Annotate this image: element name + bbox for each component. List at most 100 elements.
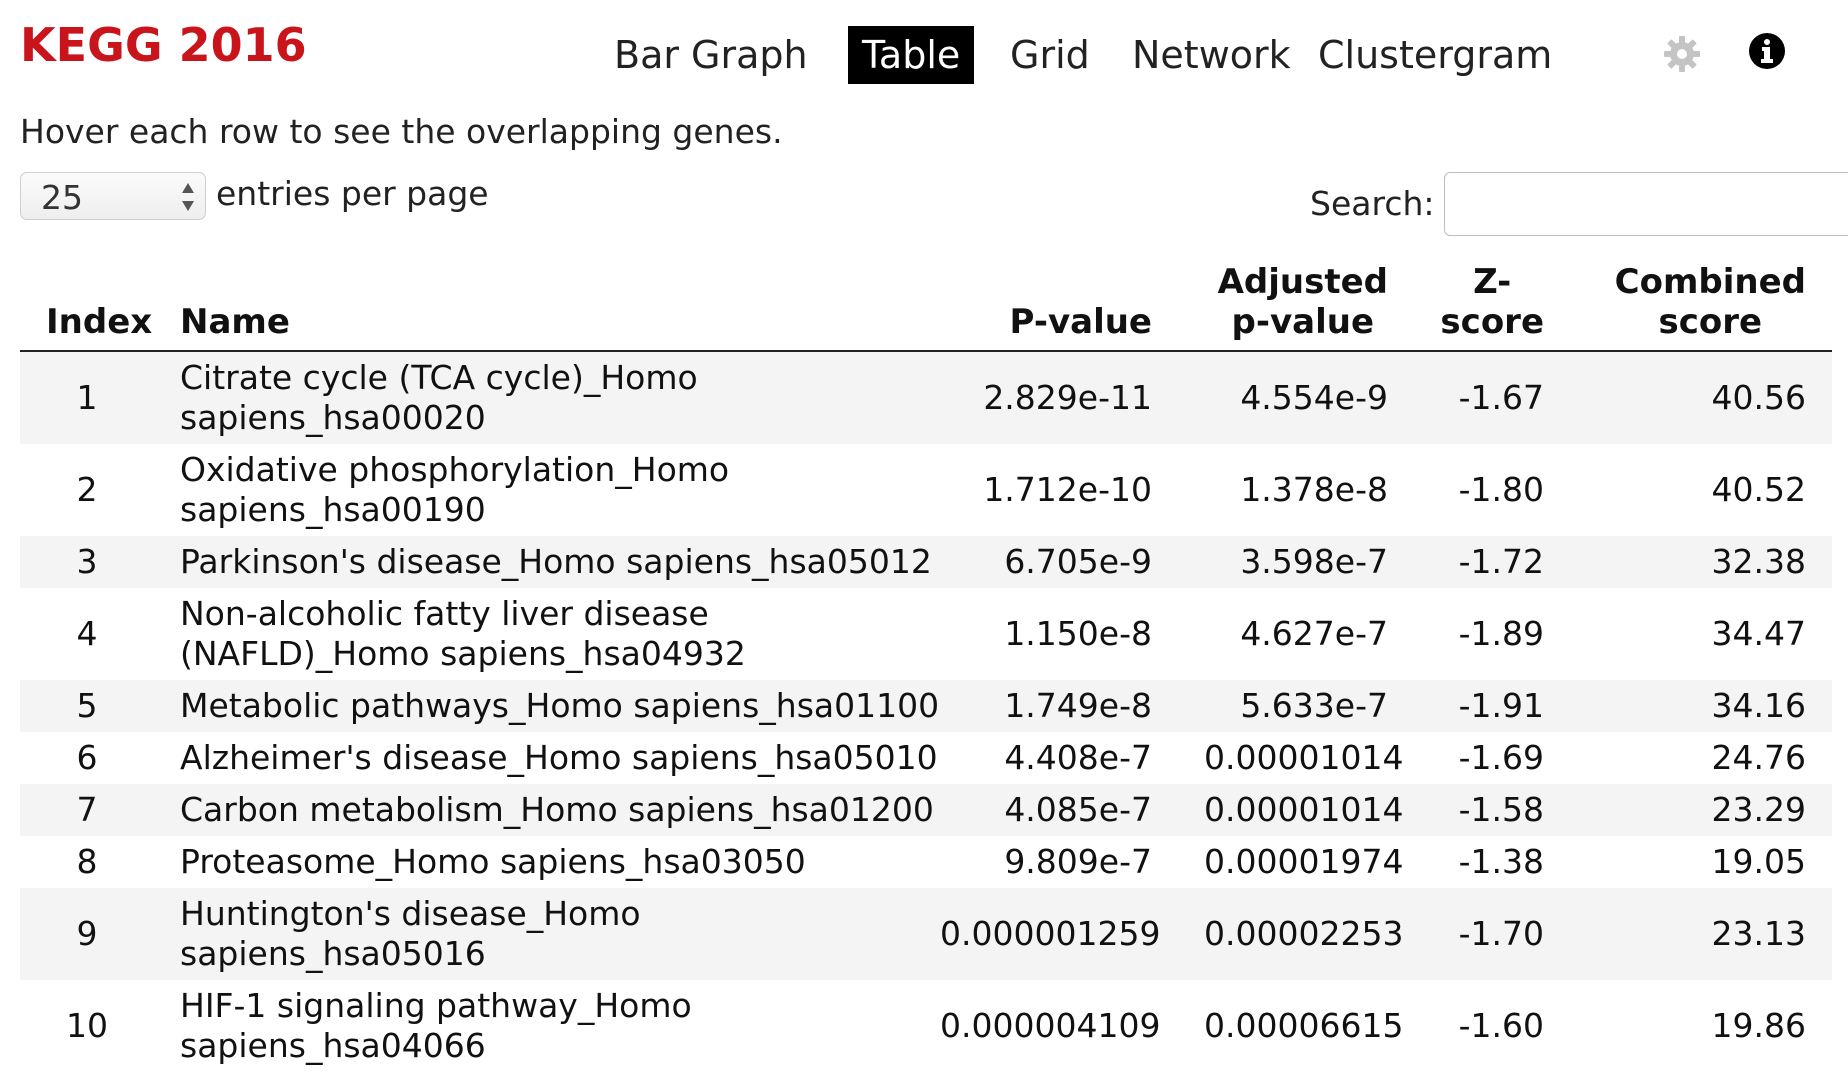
row-name: Metabolic pathways_Homo sapiens_hsa01100: [154, 680, 939, 732]
row-adjusted-pvalue: 0.00001014: [1178, 784, 1414, 836]
row-name: Oxidative phosphorylation_Homo sapiens_hs…: [154, 444, 914, 536]
row-name: Citrate cycle (TCA cycle)_Homo sapiens_hs…: [154, 351, 914, 444]
row-index: 2: [20, 444, 154, 536]
tab-clustergram[interactable]: Clustergram: [1318, 33, 1553, 77]
table-row[interactable]: 4 Non-alcoholic fatty liver disease (NAFL…: [20, 588, 1832, 680]
row-adjusted-pvalue: 0.00001974: [1178, 836, 1414, 888]
table-header-row: Index Name P-value Adjusted p-value Z-sco…: [20, 254, 1832, 352]
row-pvalue: 9.809e-7: [914, 836, 1178, 888]
select-arrows-icon: [182, 183, 194, 211]
table-row[interactable]: 7 Carbon metabolism_Homo sapiens_hsa0120…: [20, 784, 1832, 836]
row-name-line1: Oxidative phosphorylation_Homo: [180, 450, 730, 489]
row-name: Non-alcoholic fatty liver disease (NAFLD)…: [154, 588, 914, 680]
row-name: Carbon metabolism_Homo sapiens_hsa01200: [154, 784, 934, 836]
table-row[interactable]: 1 Citrate cycle (TCA cycle)_Homo sapiens_…: [20, 351, 1832, 444]
row-zscore: -1.38: [1414, 836, 1570, 888]
row-zscore: -1.91: [1414, 680, 1570, 732]
row-combined-score: 32.38: [1570, 536, 1832, 588]
row-pvalue: 1.150e-8: [914, 588, 1178, 680]
row-pvalue: 1.712e-10: [914, 444, 1178, 536]
row-pvalue: 2.829e-11: [914, 351, 1178, 444]
row-adjusted-pvalue: 0.00001014: [1178, 732, 1414, 784]
row-name-line2: sapiens_hsa04066: [180, 1026, 486, 1065]
row-zscore: -1.58: [1414, 784, 1570, 836]
entries-per-page-select[interactable]: 25: [20, 172, 206, 220]
zscore-header-line2: score: [1440, 302, 1544, 342]
row-combined-score: 34.16: [1570, 680, 1832, 732]
row-name: Parkinson's disease_Homo sapiens_hsa0501…: [154, 536, 932, 588]
tab-grid[interactable]: Grid: [1010, 33, 1090, 77]
row-name: Alzheimer's disease_Homo sapiens_hsa0501…: [154, 732, 938, 784]
row-name-line1: Citrate cycle (TCA cycle)_Homo: [180, 358, 698, 397]
table-row[interactable]: 5 Metabolic pathways_Homo sapiens_hsa011…: [20, 680, 1832, 732]
row-name: Huntington's disease_Homo sapiens_hsa0501…: [154, 888, 914, 980]
row-index: 4: [20, 588, 154, 680]
combined-header-line2: score: [1658, 302, 1763, 342]
tab-network[interactable]: Network: [1132, 33, 1291, 77]
table-row[interactable]: 6 Alzheimer's disease_Homo sapiens_hsa05…: [20, 732, 1832, 784]
row-name: HIF-1 signaling pathway_Homo sapiens_hsa0…: [154, 980, 914, 1072]
column-header-name[interactable]: Name: [154, 254, 914, 352]
column-header-combined-score[interactable]: Combined score: [1570, 254, 1832, 352]
column-header-pvalue[interactable]: P-value: [914, 254, 1178, 352]
row-combined-score: 40.52: [1570, 444, 1832, 536]
row-index: 8: [20, 836, 154, 888]
row-name: Proteasome_Homo sapiens_hsa03050: [154, 836, 914, 888]
row-name-line1: HIF-1 signaling pathway_Homo: [180, 986, 692, 1025]
gear-icon[interactable]: [1662, 34, 1702, 74]
row-combined-score: 24.76: [1570, 732, 1832, 784]
row-index: 10: [20, 980, 154, 1072]
row-combined-score: 23.13: [1570, 888, 1832, 980]
row-zscore: -1.69: [1414, 732, 1570, 784]
row-name-line1: Huntington's disease_Homo: [180, 894, 641, 933]
row-combined-score: 40.56: [1570, 351, 1832, 444]
row-index: 5: [20, 680, 154, 732]
row-index: 6: [20, 732, 154, 784]
column-header-zscore[interactable]: Z-score: [1414, 254, 1570, 352]
combined-header-line1: Combined: [1614, 262, 1806, 302]
row-adjusted-pvalue: 1.378e-8: [1178, 444, 1414, 536]
row-zscore: -1.89: [1414, 588, 1570, 680]
library-title: KEGG 2016: [20, 18, 307, 72]
row-pvalue: 1.749e-8: [914, 680, 1178, 732]
tab-bar-graph[interactable]: Bar Graph: [614, 33, 808, 77]
column-header-adjusted-pvalue[interactable]: Adjusted p-value: [1178, 254, 1414, 352]
row-adjusted-pvalue: 0.00006615: [1178, 980, 1414, 1072]
row-name-line2: sapiens_hsa05016: [180, 934, 486, 973]
row-name-line2: sapiens_hsa00190: [180, 490, 486, 529]
row-index: 1: [20, 351, 154, 444]
row-adjusted-pvalue: 4.627e-7: [1178, 588, 1414, 680]
entries-per-page-value: 25: [41, 178, 83, 217]
table-row[interactable]: 3 Parkinson's disease_Homo sapiens_hsa05…: [20, 536, 1832, 588]
row-adjusted-pvalue: 5.633e-7: [1178, 680, 1414, 732]
adjusted-header-line2: p-value: [1231, 302, 1375, 342]
row-combined-score: 34.47: [1570, 588, 1832, 680]
hover-instructions: Hover each row to see the overlapping ge…: [20, 112, 783, 151]
row-zscore: -1.80: [1414, 444, 1570, 536]
table-row[interactable]: 10 HIF-1 signaling pathway_Homo sapiens_h…: [20, 980, 1832, 1072]
row-pvalue: 4.408e-7: [914, 732, 1178, 784]
row-index: 3: [20, 536, 154, 588]
row-pvalue: 4.085e-7: [914, 784, 1178, 836]
search-label: Search:: [1310, 184, 1435, 223]
table-row[interactable]: 8 Proteasome_Homo sapiens_hsa03050 9.809…: [20, 836, 1832, 888]
row-combined-score: 23.29: [1570, 784, 1832, 836]
row-combined-score: 19.05: [1570, 836, 1832, 888]
row-name-line1: Non-alcoholic fatty liver disease: [180, 594, 709, 633]
row-name-line2: sapiens_hsa00020: [180, 398, 486, 437]
tab-table[interactable]: Table: [848, 26, 975, 84]
entries-per-page-label: entries per page: [216, 174, 489, 213]
column-header-index[interactable]: Index: [20, 254, 154, 352]
row-zscore: -1.67: [1414, 351, 1570, 444]
row-zscore: -1.60: [1414, 980, 1570, 1072]
row-adjusted-pvalue: 3.598e-7: [1178, 536, 1414, 588]
row-adjusted-pvalue: 0.00002253: [1178, 888, 1414, 980]
search-input[interactable]: [1444, 172, 1848, 236]
table-row[interactable]: 2 Oxidative phosphorylation_Homo sapiens_…: [20, 444, 1832, 536]
results-table: Index Name P-value Adjusted p-value Z-sco…: [20, 254, 1832, 1072]
table-row[interactable]: 9 Huntington's disease_Homo sapiens_hsa05…: [20, 888, 1832, 980]
row-combined-score: 19.86: [1570, 980, 1832, 1072]
row-index: 9: [20, 888, 154, 980]
adjusted-header-line1: Adjusted: [1217, 262, 1388, 302]
info-icon[interactable]: [1748, 32, 1786, 70]
